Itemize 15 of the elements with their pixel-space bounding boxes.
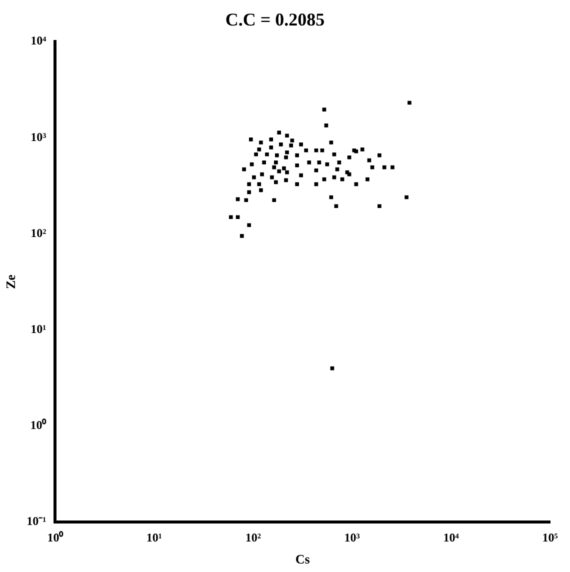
x-axis-title: Cs	[295, 552, 310, 567]
y-tick-label: 10⁰	[30, 418, 48, 432]
y-tick-label: 10⁻¹	[26, 514, 47, 528]
y-axis-title: Ze	[3, 274, 18, 290]
chart-title: C.C = 0.2085	[225, 9, 325, 30]
x-tick-label: 10¹	[146, 530, 162, 544]
y-tick-label: 10²	[30, 226, 47, 240]
y-tick-label: 10¹	[30, 322, 47, 336]
y-tick-label: 10⁴	[30, 34, 47, 48]
y-tick-label: 10³	[30, 130, 47, 144]
x-tick-label: 10³	[344, 530, 360, 544]
x-tick-label: 10⁵	[542, 530, 558, 544]
x-tick-label: 10⁴	[443, 530, 460, 544]
x-tick-label: 10⁰	[47, 530, 64, 544]
x-tick-label: 10²	[245, 530, 262, 544]
